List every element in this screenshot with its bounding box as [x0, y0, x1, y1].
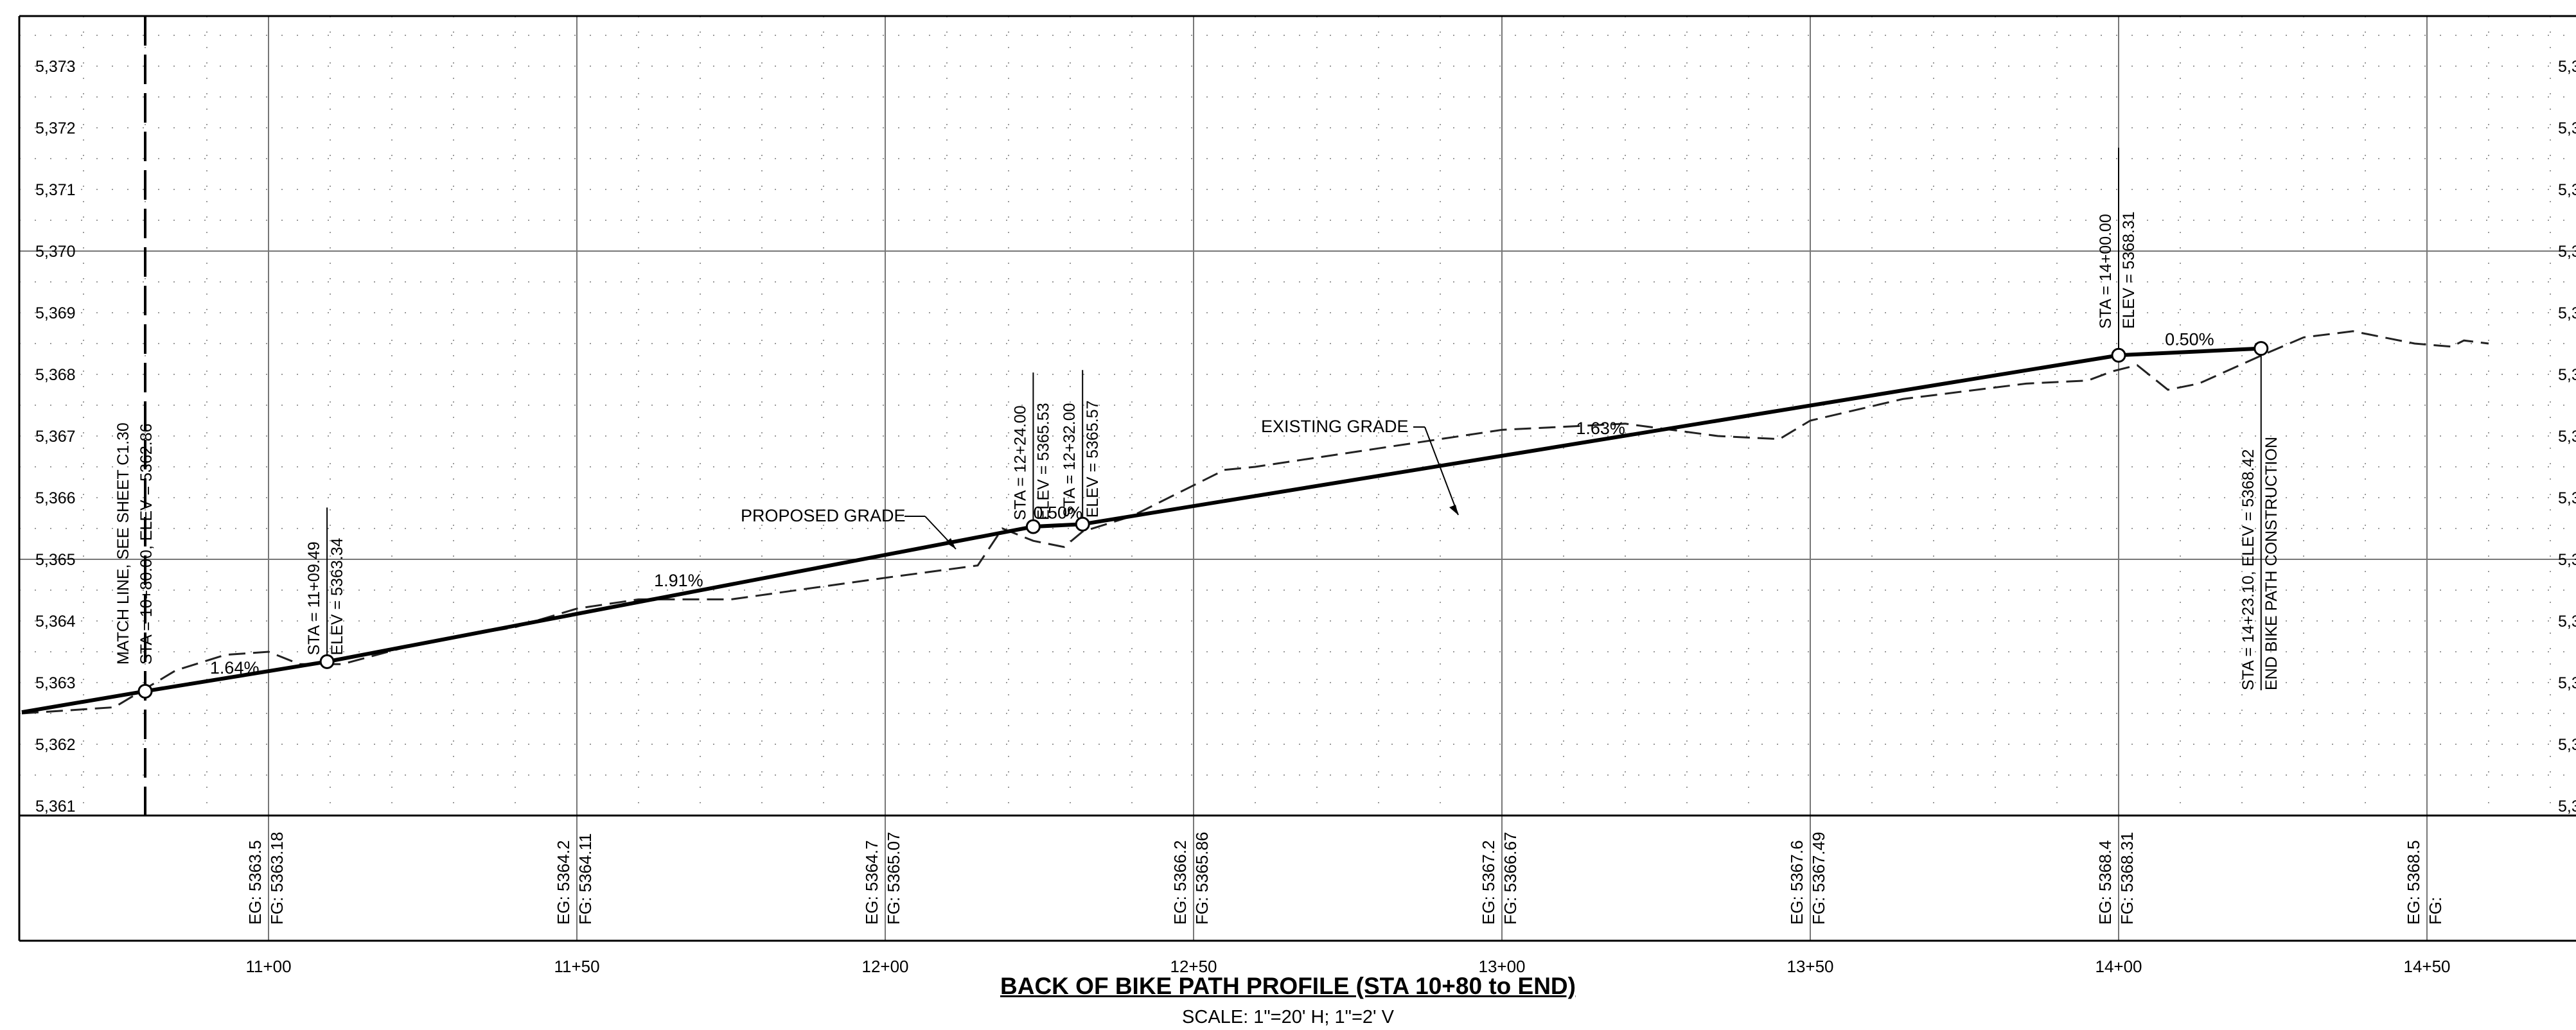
grade-label: 1.64% — [210, 658, 260, 677]
y-tick-label-right: 5,3 — [2558, 119, 2576, 137]
vpi-circle — [1025, 519, 1041, 534]
y-tick-label-right: 5,3 — [2558, 428, 2576, 446]
match-line-label: STA = 10+80.00, ELEV = 5362.86 — [137, 423, 155, 665]
callout-arrowhead — [1449, 505, 1458, 515]
x-tick-label: 11+50 — [554, 957, 599, 976]
vpi-circle — [2254, 341, 2269, 356]
vpi-label: ELEV = 5365.53 — [1034, 403, 1052, 520]
x-tick-label: 12+00 — [861, 957, 908, 976]
x-tick-label: 14+50 — [2403, 957, 2450, 976]
y-tick-label: 5,371 — [35, 181, 76, 199]
y-tick-label: 5,367 — [35, 428, 76, 446]
band-eg-label: EG: 5368.4 — [2095, 840, 2115, 925]
band-fg-label: FG: — [2426, 897, 2445, 925]
y-tick-label: 5,365 — [35, 551, 76, 569]
callout-existing-grade: EXISTING GRADE — [1261, 417, 1409, 436]
callout-leader — [1424, 426, 1459, 516]
band-fg-label: FG: 5364.11 — [576, 833, 595, 925]
grade-label: 0.50% — [2165, 330, 2214, 349]
band-fg-label: FG: 5368.31 — [2117, 832, 2137, 925]
grade-label: 1.63% — [1576, 419, 1625, 438]
vpi-label: ELEV = 5368.31 — [2120, 211, 2138, 329]
drawing-title: BACK OF BIKE PATH PROFILE (STA 10+80 to … — [1000, 973, 1576, 999]
grade-label: 0.50% — [1034, 503, 1083, 522]
callout-proposed-grade: PROPOSED GRADE — [741, 506, 906, 525]
band-eg-label: EG: 5368.5 — [2404, 840, 2423, 925]
y-tick-label: 5,370 — [35, 243, 76, 261]
band-eg-label: EG: 5364.7 — [862, 840, 881, 925]
vpi-label: STA = 14+23.10, ELEV = 5368.42 — [2239, 449, 2257, 690]
vpi-circle — [137, 683, 153, 699]
y-tick-label-right: 5,3 — [2558, 551, 2576, 569]
y-tick-label-right: 5,3 — [2558, 58, 2576, 76]
vpi-label: STA = 12+32.00 — [1061, 403, 1079, 518]
band-fg-label: FG: 5363.18 — [267, 832, 287, 925]
vpi-label: STA = 11+09.49 — [305, 541, 323, 655]
match-line-label: MATCH LINE, SEE SHEET C1.30 — [114, 423, 132, 665]
y-tick-label-right: 5,3 — [2558, 366, 2576, 384]
band-fg-label: FG: 5365.86 — [1192, 832, 1212, 925]
x-tick-label: 13+50 — [1786, 957, 1833, 976]
y-tick-label: 5,369 — [35, 304, 76, 322]
y-tick-label: 5,366 — [35, 489, 76, 507]
y-tick-label: 5,373 — [35, 58, 76, 76]
vpi-label: ELEV = 5365.57 — [1084, 400, 1102, 518]
y-tick-label-right: 5,3 — [2558, 613, 2576, 631]
x-tick-label: 12+50 — [1170, 957, 1217, 976]
y-tick-label: 5,362 — [35, 736, 76, 754]
band-eg-label: EG: 5364.2 — [554, 840, 573, 925]
y-tick-label-right: 5,3 — [2558, 798, 2576, 816]
vpi-circle — [2111, 347, 2126, 363]
callout-arrowhead — [946, 538, 956, 549]
vpi-label: END BIKE PATH CONSTRUCTION — [2263, 437, 2280, 690]
proposed-grade-line — [21, 346, 2261, 715]
vpi-circle — [1075, 516, 1090, 532]
y-tick-label-right: 5,3 — [2558, 674, 2576, 692]
drawing-scale: SCALE: 1"=20' H; 1"=2' V — [1182, 1007, 1394, 1027]
y-tick-label-right: 5,3 — [2558, 181, 2576, 199]
vpi-label: ELEV = 5363.34 — [328, 537, 346, 655]
band-eg-label: EG: 5366.2 — [1170, 840, 1190, 925]
grade-label: 1.91% — [654, 571, 703, 590]
vpi-label: STA = 14+00.00 — [2097, 214, 2115, 329]
band-fg-label: FG: 5365.07 — [884, 832, 903, 925]
y-tick-label: 5,361 — [35, 798, 76, 816]
y-tick-label-right: 5,3 — [2558, 489, 2576, 507]
y-tick-label-right: 5,3 — [2558, 304, 2576, 322]
y-tick-label-right: 5,3 — [2558, 243, 2576, 261]
band-fg-label: FG: 5366.67 — [1501, 832, 1520, 925]
y-tick-label: 5,372 — [35, 119, 76, 137]
vpi-circle — [319, 654, 335, 669]
x-tick-label: 14+00 — [2095, 957, 2142, 976]
y-tick-label: 5,363 — [35, 674, 76, 692]
x-tick-label: 13+00 — [1478, 957, 1525, 976]
x-tick-label: 11+00 — [245, 957, 291, 976]
y-tick-label: 5,368 — [35, 366, 76, 384]
y-tick-label: 5,364 — [35, 613, 76, 631]
y-tick-label-right: 5,3 — [2558, 736, 2576, 754]
band-fg-label: FG: 5367.49 — [1809, 832, 1828, 925]
band-eg-label: EG: 5367.6 — [1787, 840, 1806, 925]
vpi-label: STA = 12+24.00 — [1011, 405, 1029, 520]
band-eg-label: EG: 5363.5 — [245, 840, 265, 925]
band-eg-label: EG: 5367.2 — [1479, 840, 1498, 925]
